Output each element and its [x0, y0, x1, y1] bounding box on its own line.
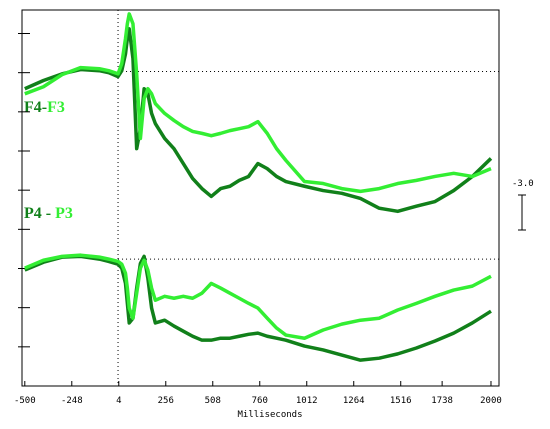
panel-label: F4-F3 [24, 99, 65, 116]
x-tick-label: 1012 [296, 396, 318, 406]
x-tick-label: 760 [252, 396, 268, 406]
x-tick-label: -248 [61, 396, 83, 406]
x-tick-label: 1516 [390, 396, 412, 406]
series-name: F4 [24, 99, 42, 116]
x-tick-label: 4 [116, 396, 121, 406]
series-name: P3 [55, 205, 73, 222]
x-tick-label: 508 [205, 396, 221, 406]
calibration-bar [518, 194, 526, 231]
calibration-label: -3.0 [512, 179, 534, 189]
series-line [24, 12, 492, 194]
x-tick-label: -500 [14, 396, 36, 406]
x-tick-label: 1264 [343, 396, 365, 406]
series-line [24, 27, 493, 214]
separator: - [42, 99, 47, 116]
x-axis-label: Milliseconds [237, 410, 302, 420]
series-line [24, 253, 492, 340]
x-tick-label: 2000 [480, 396, 502, 406]
panel-label: P4 - P3 [24, 205, 73, 222]
separator: - [42, 205, 55, 222]
series-name: P4 [24, 205, 42, 222]
x-tick-label: 256 [158, 396, 174, 406]
series-name: F3 [47, 99, 65, 116]
x-tick-label: 1738 [431, 396, 453, 406]
plot-frame [21, 9, 500, 387]
